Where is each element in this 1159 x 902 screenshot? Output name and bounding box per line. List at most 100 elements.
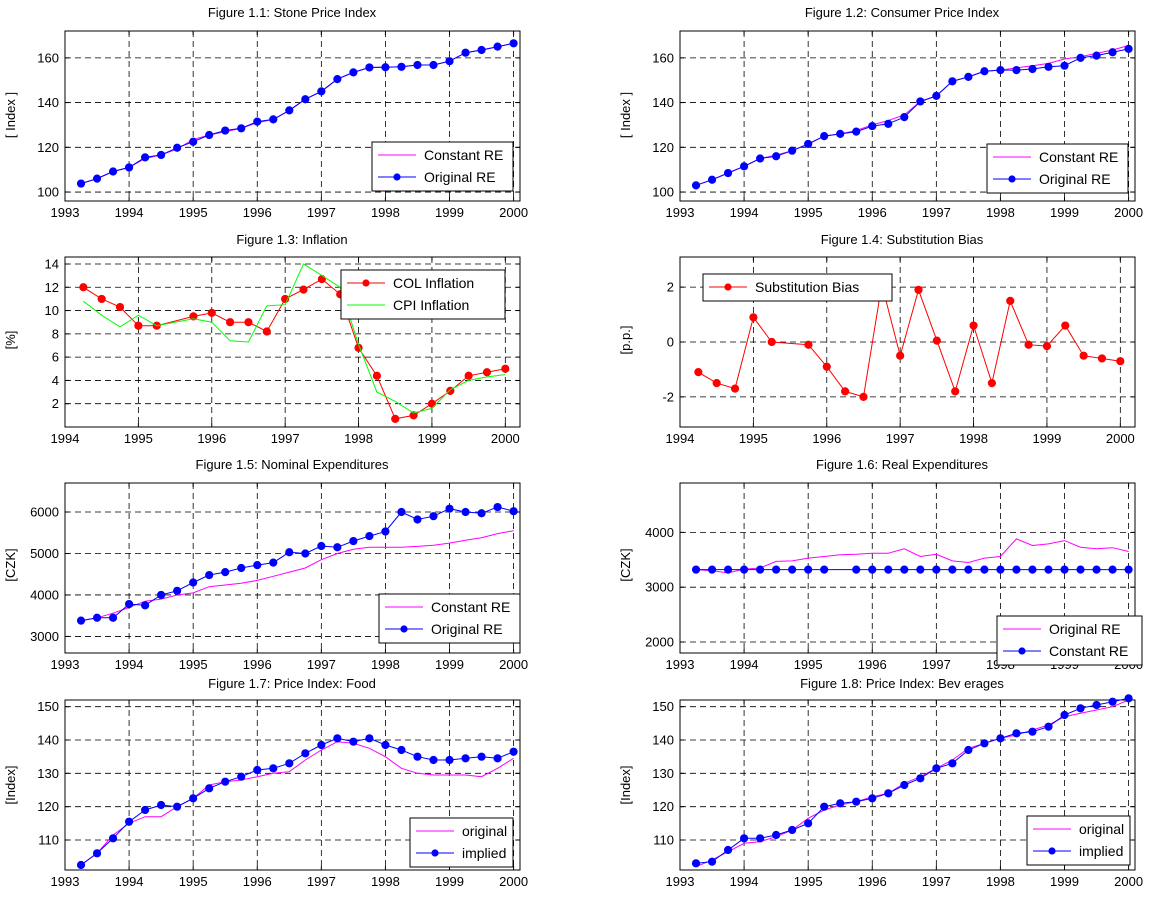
x-tick-label: 1994	[730, 874, 759, 889]
x-tick-label: 1994	[115, 205, 144, 220]
data-point	[429, 512, 438, 521]
y-tick-label: 10	[45, 303, 59, 318]
y-axis-label: [Index]	[618, 765, 633, 804]
data-point	[916, 97, 925, 106]
data-point	[461, 48, 470, 57]
series-line-0	[695, 538, 1129, 574]
legend-label: implied	[462, 845, 506, 861]
data-point	[317, 740, 326, 750]
data-point	[804, 819, 813, 828]
data-point	[501, 364, 510, 373]
data-point	[349, 737, 358, 746]
panel-fig-1-6: Figure 1.6: Real Expenditures [CZK] 1993…	[618, 457, 1143, 672]
data-point	[691, 859, 701, 868]
data-point	[189, 137, 198, 146]
data-point	[1124, 44, 1133, 53]
y-tick-label: 6000	[30, 505, 59, 520]
panel-fig-1-7: Figure 1.7: Price Index: Food [Index] 19…	[3, 676, 528, 889]
chart-title: Figure 1.2: Consumer Price Index	[805, 5, 1000, 20]
x-tick-label: 1998	[371, 657, 400, 672]
data-point	[141, 805, 150, 815]
x-tick-label: 1998	[371, 205, 400, 220]
legend-box	[340, 269, 506, 320]
data-point	[173, 586, 182, 595]
legend-marker	[400, 625, 408, 633]
data-point	[157, 150, 166, 160]
y-tick-label: 130	[652, 766, 674, 781]
y-axis-label: [Index]	[3, 765, 18, 804]
data-point	[868, 565, 877, 574]
legend-label: original	[1079, 821, 1124, 837]
panel-fig-1-3: Figure 1.3: Inflation [%] 1994 1995 1996 19…	[3, 232, 521, 446]
data-point	[413, 515, 422, 524]
x-tick-label: 1998	[986, 205, 1015, 220]
data-point	[884, 565, 893, 574]
y-tick-label: -2	[662, 389, 674, 404]
x-tick-label: 1995	[179, 657, 208, 672]
x-tick-label: 1998	[986, 874, 1015, 889]
y-tick-label: 150	[652, 699, 674, 714]
data-point	[365, 63, 374, 72]
data-point	[691, 565, 701, 574]
data-point	[723, 845, 733, 855]
series-line-1	[80, 506, 514, 622]
plot-frame	[679, 482, 1136, 654]
data-point	[1044, 62, 1053, 71]
chart-title: Figure 1.5: Nominal Expenditures	[196, 457, 389, 472]
data-point	[788, 825, 797, 835]
x-tick-label: 1997	[922, 874, 951, 889]
plot-frame	[679, 30, 1136, 202]
data-point	[804, 565, 813, 574]
legend-marker	[393, 173, 401, 181]
x-tick-label: 1998	[371, 874, 400, 889]
data-point	[804, 340, 813, 349]
data-point	[381, 527, 390, 536]
data-point	[1061, 321, 1070, 330]
x-tick-label: 1995	[794, 205, 823, 220]
data-point	[1124, 694, 1133, 703]
data-point	[253, 117, 262, 126]
data-point	[269, 115, 278, 124]
y-tick-label: 6	[52, 350, 59, 365]
data-point	[221, 126, 230, 135]
data-point	[349, 68, 358, 77]
data-point	[1116, 357, 1125, 366]
data-point	[948, 759, 957, 768]
data-point	[951, 387, 960, 396]
data-point	[691, 181, 701, 190]
x-tick-label: 1995	[794, 657, 823, 672]
data-point	[756, 834, 765, 843]
legend: original implied	[1026, 815, 1131, 866]
data-point	[301, 749, 310, 758]
x-tick-label: 2000	[1106, 431, 1135, 446]
data-point	[108, 167, 118, 176]
y-axis-label: [ Index ]	[3, 92, 18, 138]
data-point	[948, 77, 957, 86]
data-point	[916, 565, 925, 574]
data-point	[707, 565, 717, 574]
data-point	[820, 132, 829, 141]
y-axis-label: [p.p.]	[618, 326, 633, 355]
data-point	[739, 834, 749, 843]
data-point	[317, 541, 326, 551]
data-point	[317, 87, 326, 96]
data-point	[205, 130, 214, 140]
data-point	[884, 789, 893, 798]
data-point	[464, 371, 473, 380]
x-tick-label: 1994	[730, 205, 759, 220]
data-point	[914, 285, 923, 295]
legend-box	[371, 141, 514, 192]
legend-label: Original RE	[1049, 621, 1121, 637]
data-point	[205, 570, 214, 580]
data-point	[461, 754, 470, 763]
data-point	[108, 613, 118, 622]
data-point	[868, 794, 877, 803]
y-tick-label: 0	[667, 335, 674, 350]
data-point	[1028, 565, 1037, 574]
data-point	[996, 565, 1005, 574]
legend-label: Constant RE	[431, 599, 510, 615]
data-point	[92, 613, 102, 622]
x-tick-label: 1994	[115, 874, 144, 889]
x-tick-label: 1999	[435, 657, 464, 672]
